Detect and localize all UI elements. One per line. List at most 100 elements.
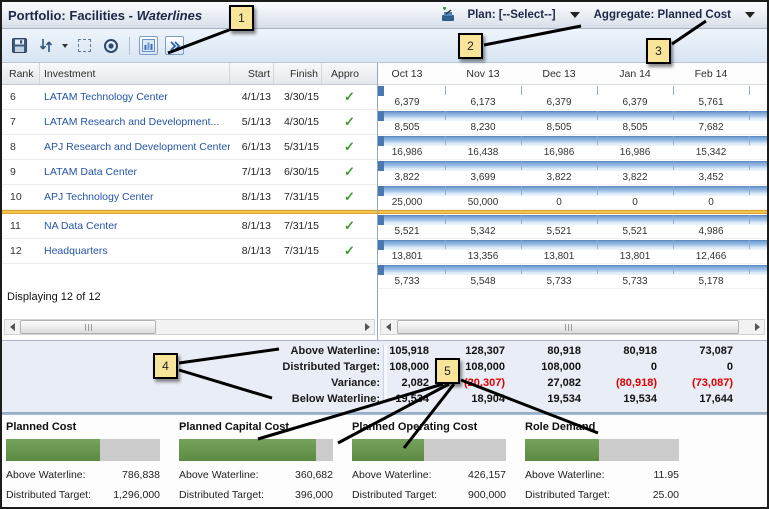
approved-check-icon: ✓ — [344, 164, 355, 179]
aggregate-selector-label[interactable]: Aggregate: Planned Cost — [593, 9, 731, 21]
gantt-bar-cap — [378, 161, 384, 171]
timeline-row[interactable]: 25,000 50,000 0 0 0 — [378, 185, 767, 210]
timeline-row[interactable]: 13,801 13,356 13,801 13,801 12,466 — [378, 239, 767, 264]
scroll-left-icon[interactable] — [381, 320, 395, 334]
summary-value: 108,000 — [389, 361, 429, 373]
month-header[interactable]: Nov 13 — [466, 68, 500, 80]
investment-rank: 11 — [10, 220, 21, 232]
investment-name-link[interactable]: NA Data Center — [44, 220, 118, 232]
month-header[interactable]: Jan 14 — [619, 68, 651, 80]
column-tick — [597, 136, 598, 145]
metric-title: Planned Cost — [6, 421, 77, 433]
gantt-bar-cap — [378, 186, 384, 196]
investments-horizontal-scrollbar[interactable] — [4, 319, 375, 335]
metric-progress-bar — [525, 439, 679, 461]
timeline-cell-value: 5,178 — [698, 276, 724, 287]
column-header-investment[interactable]: Investment — [40, 63, 230, 84]
approved-check-icon: ✓ — [344, 89, 355, 104]
approved-check-icon: ✓ — [344, 218, 355, 233]
metric-distributed-target-value: 1,296,000 — [113, 489, 160, 501]
sort-icon[interactable] — [36, 36, 55, 55]
investment-name-link[interactable]: LATAM Research and Development... — [44, 116, 220, 128]
summary-value: (20,307) — [464, 377, 505, 389]
timeline-row[interactable]: 5,521 5,342 5,521 5,521 4,986 — [378, 214, 767, 239]
gantt-bar — [378, 265, 767, 275]
save-icon[interactable] — [10, 36, 29, 55]
scroll-right-icon[interactable] — [750, 320, 764, 334]
timeline-cell-value: 5,733 — [546, 276, 572, 287]
timeline-cell-value: 16,986 — [391, 147, 423, 158]
timeline-row[interactable]: 5,733 5,548 5,733 5,733 5,178 — [378, 264, 767, 289]
plan-selector-label[interactable]: Plan: [--Select--] — [467, 9, 556, 21]
month-header[interactable]: Feb 14 — [694, 68, 728, 80]
investment-name-link[interactable]: APJ Technology Center — [44, 191, 154, 203]
summary-value: (80,918) — [616, 377, 657, 389]
metric-panel: Planned Cost Above Waterline: 786,838 Distr… — [6, 419, 160, 505]
portlet-chart-icon[interactable] — [139, 36, 158, 55]
aggregate-dropdown-icon[interactable] — [745, 12, 755, 18]
callout-4: 4 — [153, 353, 178, 379]
scroll-right-icon[interactable] — [360, 320, 374, 334]
timeline-cell-value: 6,173 — [470, 97, 496, 108]
metric-title: Planned Operating Cost — [352, 421, 478, 433]
plan-dropdown-icon[interactable] — [569, 12, 580, 18]
gantt-bar-cap — [378, 240, 384, 250]
metric-panels: Planned Cost Above Waterline: 786,838 Distr… — [2, 413, 767, 507]
column-header-finish[interactable]: Finish — [274, 63, 322, 84]
column-header-rank[interactable]: Rank — [2, 63, 40, 84]
column-header-approved[interactable]: Appro — [331, 68, 360, 80]
column-tick — [749, 161, 750, 170]
metric-panel: Planned Operating Cost Above Waterline: 42… — [352, 419, 506, 505]
scroll-left-icon[interactable] — [5, 320, 19, 334]
investment-name-link[interactable]: LATAM Data Center — [44, 166, 137, 178]
investment-name-link[interactable]: Headquarters — [44, 245, 108, 257]
investment-row[interactable]: 10 APJ Technology Center 8/1/13 7/31/15 ✓ — [2, 185, 377, 210]
metric-progress-bar — [6, 439, 160, 461]
column-tick — [749, 86, 750, 95]
investment-row[interactable]: 8 APJ Research and Development Center 6/1/… — [2, 135, 377, 160]
timeline-row[interactable]: 6,379 6,173 6,379 6,379 5,761 — [378, 85, 767, 110]
column-tick — [597, 86, 598, 95]
timeline-cell-value: 3,822 — [622, 172, 648, 183]
month-header[interactable]: Dec 13 — [542, 68, 576, 80]
investment-row[interactable]: 11 NA Data Center 8/1/13 7/31/15 ✓ — [2, 214, 377, 239]
timeline-row[interactable]: 16,986 16,438 16,986 16,986 15,342 — [378, 135, 767, 160]
metric-above-waterline-label: Above Waterline: — [525, 469, 605, 481]
column-tick — [673, 86, 674, 95]
column-header-start[interactable]: Start — [230, 63, 274, 84]
create-plan-icon[interactable] — [438, 6, 457, 25]
summary-value: 80,918 — [547, 345, 581, 357]
investment-name-link[interactable]: APJ Research and Development Center — [44, 141, 230, 153]
investment-name-link[interactable]: LATAM Technology Center — [44, 91, 168, 103]
title-bar: Portfolio: Facilities - Waterlines Plan:… — [2, 2, 767, 29]
column-tick — [445, 86, 446, 95]
investment-finish-date: 7/31/15 — [283, 220, 319, 232]
summary-row-label: Below Waterline: — [291, 393, 380, 405]
month-header[interactable]: Oct 13 — [391, 68, 423, 80]
sort-caret-icon[interactable] — [62, 43, 68, 48]
timeline-row[interactable]: 3,822 3,699 3,822 3,822 3,452 — [378, 160, 767, 185]
timeline-horizontal-scrollbar[interactable] — [380, 319, 765, 335]
summary-value: 19,534 — [623, 393, 657, 405]
metric-distributed-target-value: 396,000 — [295, 489, 333, 501]
timeline-cell-value: 5,733 — [622, 276, 648, 287]
investment-row[interactable]: 9 LATAM Data Center 7/1/13 6/30/15 ✓ — [2, 160, 377, 185]
timeline-row[interactable]: 8,505 8,230 8,505 8,505 7,682 — [378, 110, 767, 135]
column-tick — [445, 265, 446, 274]
view-icon[interactable] — [101, 36, 120, 55]
investment-row[interactable]: 6 LATAM Technology Center 4/1/13 3/30/15 ✓ — [2, 85, 377, 110]
metric-above-waterline-label: Above Waterline: — [6, 469, 86, 481]
timeline-cell-value: 8,505 — [394, 122, 420, 133]
marquee-select-icon[interactable] — [75, 36, 94, 55]
scrollbar-thumb[interactable] — [20, 320, 156, 334]
column-tick — [521, 161, 522, 170]
timeline-cell-value: 3,452 — [698, 172, 724, 183]
investment-row[interactable]: 7 LATAM Research and Development... 5/1/13… — [2, 110, 377, 135]
metric-above-waterline-row: Above Waterline: 360,682 — [179, 469, 333, 481]
scrollbar-thumb[interactable] — [397, 320, 739, 334]
column-tick — [673, 215, 674, 224]
expand-more-icon[interactable] — [165, 36, 184, 55]
timeline-cell-value: 16,986 — [619, 147, 651, 158]
investment-row[interactable]: 12 Headquarters 8/1/13 7/31/15 ✓ — [2, 239, 377, 264]
investment-finish-date: 6/30/15 — [283, 166, 319, 178]
